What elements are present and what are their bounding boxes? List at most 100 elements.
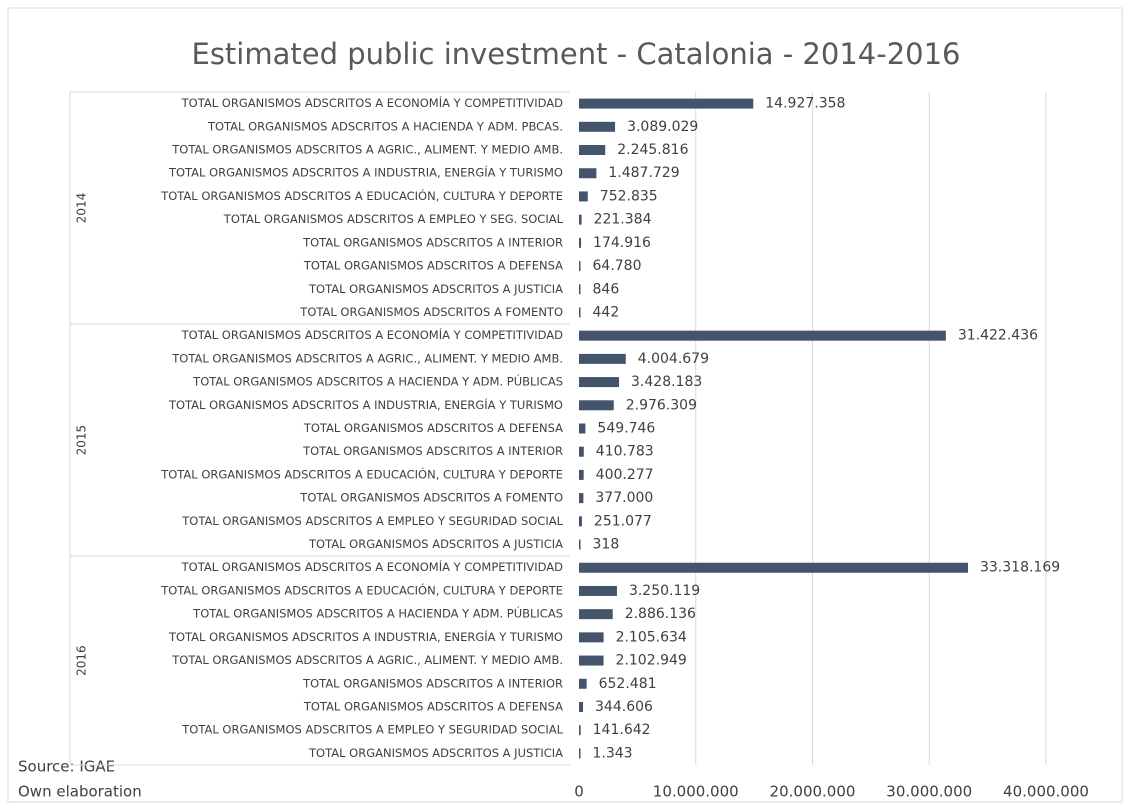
x-tick-label: 0 bbox=[574, 783, 584, 801]
category-label: TOTAL ORGANISMOS ADSCRITOS A EDUCACIÓN, … bbox=[160, 188, 563, 203]
value-label: 14.927.358 bbox=[765, 96, 845, 112]
value-label: 251.077 bbox=[594, 513, 652, 529]
bar bbox=[579, 121, 616, 132]
category-label: TOTAL ORGANISMOS ADSCRITOS A HACIENDA Y … bbox=[192, 606, 563, 621]
value-label: 652.481 bbox=[599, 676, 657, 692]
category-label: TOTAL ORGANISMOS ADSCRITOS A EMPLEO Y SE… bbox=[181, 723, 563, 737]
bar bbox=[579, 377, 620, 388]
x-tick-label: 10.000.000 bbox=[653, 783, 739, 801]
value-label: 2.886.136 bbox=[625, 606, 696, 622]
bar bbox=[579, 423, 586, 434]
bar bbox=[579, 725, 581, 736]
value-label: 174.916 bbox=[593, 235, 651, 251]
category-label: TOTAL ORGANISMOS ADSCRITOS A AGRIC., ALI… bbox=[171, 351, 563, 365]
category-label: TOTAL ORGANISMOS ADSCRITOS A INTERIOR bbox=[302, 235, 563, 249]
category-label: TOTAL ORGANISMOS ADSCRITOS A DEFENSA bbox=[303, 259, 563, 273]
category-label: TOTAL ORGANISMOS ADSCRITOS A ECONOMÍA Y … bbox=[181, 559, 564, 574]
value-label: 1.343 bbox=[593, 745, 633, 761]
bar bbox=[579, 748, 581, 759]
bar bbox=[579, 237, 582, 248]
value-label: 2.105.634 bbox=[616, 629, 687, 645]
value-label: 3.250.119 bbox=[629, 583, 700, 599]
category-label: TOTAL ORGANISMOS ADSCRITOS A INTERIOR bbox=[302, 676, 563, 690]
bar bbox=[579, 98, 754, 109]
bar bbox=[579, 609, 613, 620]
value-label: 410.783 bbox=[596, 444, 654, 460]
annotation: Source: IGAE bbox=[18, 758, 115, 776]
category-label: TOTAL ORGANISMOS ADSCRITOS A DEFENSA bbox=[303, 421, 563, 435]
value-label: 3.089.029 bbox=[627, 119, 698, 135]
group-label: 2015 bbox=[75, 425, 89, 456]
annotation: Own elaboration bbox=[18, 783, 142, 801]
bar bbox=[579, 516, 582, 527]
category-label: TOTAL ORGANISMOS ADSCRITOS A EDUCACIÓN, … bbox=[160, 466, 563, 481]
x-tick-label: 40.000.000 bbox=[1003, 783, 1089, 801]
category-label: TOTAL ORGANISMOS ADSCRITOS A INDUSTRIA, … bbox=[168, 165, 563, 180]
value-label: 33.318.169 bbox=[980, 560, 1060, 576]
value-label: 1.487.729 bbox=[608, 165, 679, 181]
category-label: TOTAL ORGANISMOS ADSCRITOS A AGRIC., ALI… bbox=[171, 143, 563, 157]
bar bbox=[579, 585, 617, 596]
bar bbox=[579, 655, 604, 666]
chart-title: Estimated public investment - Catalonia … bbox=[192, 37, 961, 71]
bar bbox=[579, 261, 581, 272]
value-label: 2.102.949 bbox=[616, 653, 687, 669]
bar bbox=[579, 701, 584, 712]
x-tick-label: 30.000.000 bbox=[886, 783, 972, 801]
value-label: 442 bbox=[593, 304, 620, 320]
bar bbox=[579, 632, 604, 643]
category-label: TOTAL ORGANISMOS ADSCRITOS A INDUSTRIA, … bbox=[168, 629, 563, 644]
value-label: 752.835 bbox=[600, 188, 658, 204]
category-label: TOTAL ORGANISMOS ADSCRITOS A EMPLEO Y SE… bbox=[181, 514, 563, 528]
category-label: TOTAL ORGANISMOS ADSCRITOS A INTERIOR bbox=[302, 444, 563, 458]
value-label: 344.606 bbox=[595, 699, 653, 715]
category-label: TOTAL ORGANISMOS ADSCRITOS A FOMENTO bbox=[299, 305, 563, 319]
category-label: TOTAL ORGANISMOS ADSCRITOS A HACIENDA Y … bbox=[207, 119, 563, 133]
value-label: 64.780 bbox=[593, 258, 642, 274]
category-label: TOTAL ORGANISMOS ADSCRITOS A INDUSTRIA, … bbox=[168, 397, 563, 412]
value-label: 141.642 bbox=[593, 722, 651, 738]
value-label: 846 bbox=[593, 281, 620, 297]
category-label: TOTAL ORGANISMOS ADSCRITOS A DEFENSA bbox=[303, 699, 563, 713]
category-label: TOTAL ORGANISMOS ADSCRITOS A JUSTICIA bbox=[308, 746, 563, 760]
value-label: 2.245.816 bbox=[617, 142, 688, 158]
value-label: 31.422.436 bbox=[958, 328, 1038, 344]
bar bbox=[579, 469, 584, 480]
category-label: TOTAL ORGANISMOS ADSCRITOS A FOMENTO bbox=[299, 491, 563, 505]
value-label: 549.746 bbox=[597, 421, 655, 437]
category-label: TOTAL ORGANISMOS ADSCRITOS A EMPLEO Y SE… bbox=[223, 212, 564, 226]
bar bbox=[579, 493, 584, 504]
category-label: TOTAL ORGANISMOS ADSCRITOS A JUSTICIA bbox=[308, 537, 563, 551]
category-label: TOTAL ORGANISMOS ADSCRITOS A AGRIC., ALI… bbox=[171, 653, 563, 667]
category-label: TOTAL ORGANISMOS ADSCRITOS A JUSTICIA bbox=[308, 282, 563, 296]
bar bbox=[579, 284, 581, 295]
category-label: TOTAL ORGANISMOS ADSCRITOS A ECONOMÍA Y … bbox=[181, 95, 564, 110]
value-label: 221.384 bbox=[594, 212, 652, 228]
bar bbox=[579, 168, 597, 179]
x-tick-label: 20.000.000 bbox=[770, 783, 856, 801]
group-label: 2016 bbox=[75, 645, 89, 676]
value-label: 400.277 bbox=[596, 467, 654, 483]
category-label: TOTAL ORGANISMOS ADSCRITOS A EDUCACIÓN, … bbox=[160, 582, 563, 597]
value-label: 3.428.183 bbox=[631, 374, 702, 390]
value-label: 377.000 bbox=[595, 490, 653, 506]
value-label: 2.976.309 bbox=[626, 397, 697, 413]
group-label: 2014 bbox=[75, 193, 89, 224]
bar bbox=[579, 307, 581, 318]
value-label: 4.004.679 bbox=[638, 351, 709, 367]
bar bbox=[579, 539, 581, 550]
category-label: TOTAL ORGANISMOS ADSCRITOS A HACIENDA Y … bbox=[192, 374, 563, 389]
bar bbox=[579, 145, 606, 156]
bar bbox=[579, 330, 946, 341]
bar bbox=[579, 562, 968, 573]
chart-border bbox=[7, 7, 1123, 803]
bar bbox=[579, 191, 588, 202]
category-label: TOTAL ORGANISMOS ADSCRITOS A ECONOMÍA Y … bbox=[181, 327, 564, 342]
bar bbox=[579, 400, 614, 411]
value-label: 318 bbox=[593, 537, 620, 553]
bar bbox=[579, 214, 582, 225]
bar bbox=[579, 678, 587, 689]
bar bbox=[579, 353, 626, 364]
bar bbox=[579, 446, 584, 457]
